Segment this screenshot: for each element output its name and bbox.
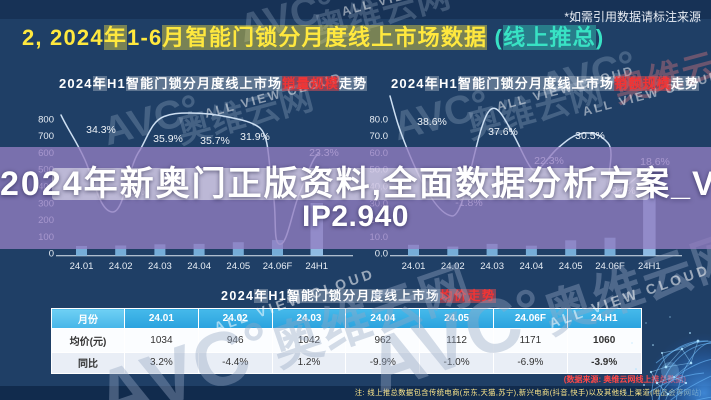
svg-text:700: 700 <box>38 131 54 142</box>
svg-text:30.5%: 30.5% <box>575 130 605 142</box>
svg-text:37.6%: 37.6% <box>488 126 518 138</box>
svg-text:24.01: 24.01 <box>70 261 94 272</box>
svg-text:24.04: 24.04 <box>520 261 544 272</box>
svg-text:31.9%: 31.9% <box>240 131 270 143</box>
svg-text:80.0: 80.0 <box>370 114 389 125</box>
svg-text:0.0: 0.0 <box>375 249 388 260</box>
svg-text:24.02: 24.02 <box>109 261 133 272</box>
svg-text:24.06F: 24.06F <box>595 261 625 272</box>
svg-text:24.03: 24.03 <box>480 261 504 272</box>
svg-text:24.03: 24.03 <box>148 261 172 272</box>
svg-text:35.9%: 35.9% <box>153 133 183 145</box>
svg-text:0: 0 <box>49 249 54 260</box>
svg-text:800: 800 <box>38 114 54 125</box>
svg-text:35.7%: 35.7% <box>200 135 230 147</box>
svg-text:24H1: 24H1 <box>638 261 661 272</box>
svg-text:24H1: 24H1 <box>305 261 328 272</box>
svg-text:24.05: 24.05 <box>559 261 583 272</box>
svg-text:24.06F: 24.06F <box>263 261 293 272</box>
svg-text:38.6%: 38.6% <box>417 116 447 128</box>
svg-text:24.02: 24.02 <box>441 261 465 272</box>
svg-text:24.05: 24.05 <box>226 261 250 272</box>
svg-text:24.01: 24.01 <box>402 261 426 272</box>
svg-text:34.3%: 34.3% <box>86 124 116 136</box>
svg-text:24.04: 24.04 <box>187 261 211 272</box>
svg-text:70.0: 70.0 <box>370 131 389 142</box>
